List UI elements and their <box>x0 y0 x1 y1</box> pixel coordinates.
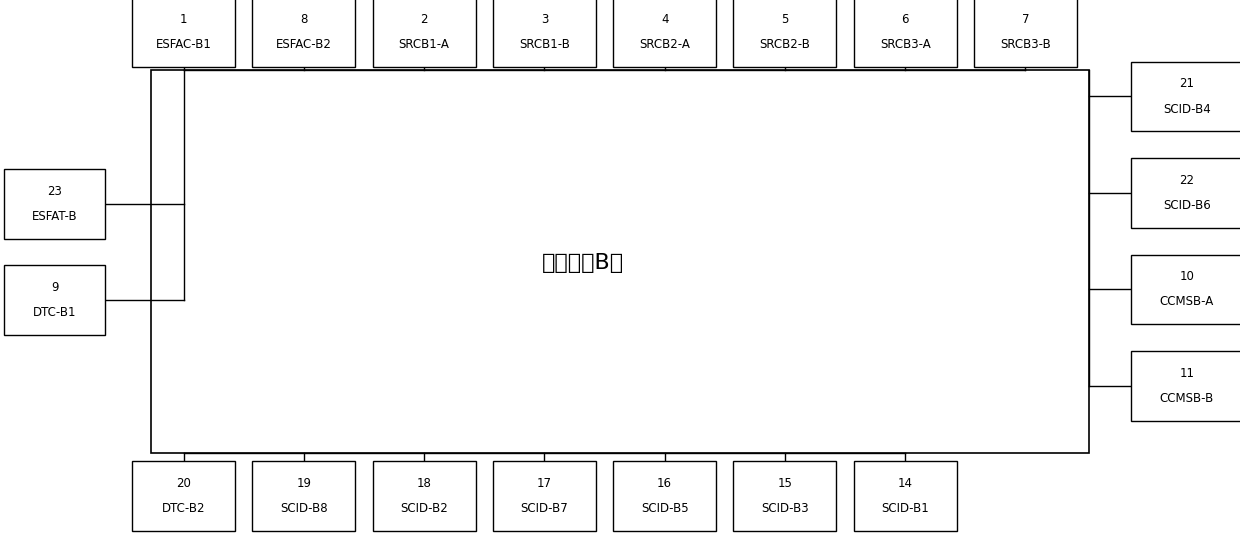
Text: 11: 11 <box>1179 367 1194 380</box>
FancyBboxPatch shape <box>494 461 596 531</box>
Text: 3: 3 <box>541 13 548 26</box>
FancyBboxPatch shape <box>131 0 236 67</box>
FancyBboxPatch shape <box>4 169 105 239</box>
Text: 20: 20 <box>176 477 191 490</box>
Text: SRCB1-B: SRCB1-B <box>518 38 570 51</box>
Text: SCID-B8: SCID-B8 <box>280 502 327 515</box>
FancyBboxPatch shape <box>373 461 476 531</box>
Text: ESFAC-B1: ESFAC-B1 <box>155 38 212 51</box>
Text: DTC-B2: DTC-B2 <box>161 502 206 515</box>
Text: 4: 4 <box>661 13 668 26</box>
FancyBboxPatch shape <box>1131 255 1240 324</box>
FancyBboxPatch shape <box>614 0 717 67</box>
Text: SRCB3-A: SRCB3-A <box>880 38 930 51</box>
Text: 19: 19 <box>296 477 311 490</box>
FancyBboxPatch shape <box>151 70 1089 453</box>
FancyBboxPatch shape <box>373 0 476 67</box>
Text: 8: 8 <box>300 13 308 26</box>
Text: 16: 16 <box>657 477 672 490</box>
Text: 21: 21 <box>1179 77 1194 91</box>
Text: SRCB2-A: SRCB2-A <box>639 38 691 51</box>
Text: SCID-B4: SCID-B4 <box>1163 102 1210 116</box>
FancyBboxPatch shape <box>131 461 236 531</box>
Text: 安全总线B列: 安全总线B列 <box>542 252 624 273</box>
FancyBboxPatch shape <box>853 461 957 531</box>
Text: 5: 5 <box>781 13 789 26</box>
Text: 7: 7 <box>1022 13 1029 26</box>
FancyBboxPatch shape <box>1131 158 1240 228</box>
FancyBboxPatch shape <box>734 461 836 531</box>
FancyBboxPatch shape <box>253 461 355 531</box>
Text: SCID-B5: SCID-B5 <box>641 502 688 515</box>
Text: 23: 23 <box>47 184 62 198</box>
Text: ESFAC-B2: ESFAC-B2 <box>275 38 332 51</box>
Text: 2: 2 <box>420 13 428 26</box>
Text: SRCB1-A: SRCB1-A <box>398 38 450 51</box>
Text: 9: 9 <box>51 281 58 294</box>
Text: 6: 6 <box>901 13 909 26</box>
FancyBboxPatch shape <box>1131 351 1240 421</box>
Text: 1: 1 <box>180 13 187 26</box>
Text: CCMSB-A: CCMSB-A <box>1159 295 1214 309</box>
Text: 18: 18 <box>417 477 432 490</box>
FancyBboxPatch shape <box>4 265 105 335</box>
Text: SRCB2-B: SRCB2-B <box>759 38 811 51</box>
Text: SCID-B7: SCID-B7 <box>521 502 568 515</box>
Text: CCMSB-B: CCMSB-B <box>1159 392 1214 405</box>
Text: 22: 22 <box>1179 174 1194 187</box>
Text: 17: 17 <box>537 477 552 490</box>
Text: SCID-B3: SCID-B3 <box>761 502 808 515</box>
Text: 10: 10 <box>1179 270 1194 284</box>
FancyBboxPatch shape <box>494 0 596 67</box>
Text: SCID-B1: SCID-B1 <box>882 502 929 515</box>
FancyBboxPatch shape <box>253 0 355 67</box>
FancyBboxPatch shape <box>734 0 836 67</box>
Text: 15: 15 <box>777 477 792 490</box>
FancyBboxPatch shape <box>853 0 957 67</box>
FancyBboxPatch shape <box>614 461 717 531</box>
FancyBboxPatch shape <box>1131 62 1240 131</box>
FancyBboxPatch shape <box>975 0 1076 67</box>
Text: ESFAT-B: ESFAT-B <box>32 210 77 223</box>
Text: SCID-B6: SCID-B6 <box>1163 199 1210 212</box>
Text: 14: 14 <box>898 477 913 490</box>
Text: SCID-B2: SCID-B2 <box>401 502 448 515</box>
Text: DTC-B1: DTC-B1 <box>32 306 77 319</box>
Text: SRCB3-B: SRCB3-B <box>1001 38 1050 51</box>
